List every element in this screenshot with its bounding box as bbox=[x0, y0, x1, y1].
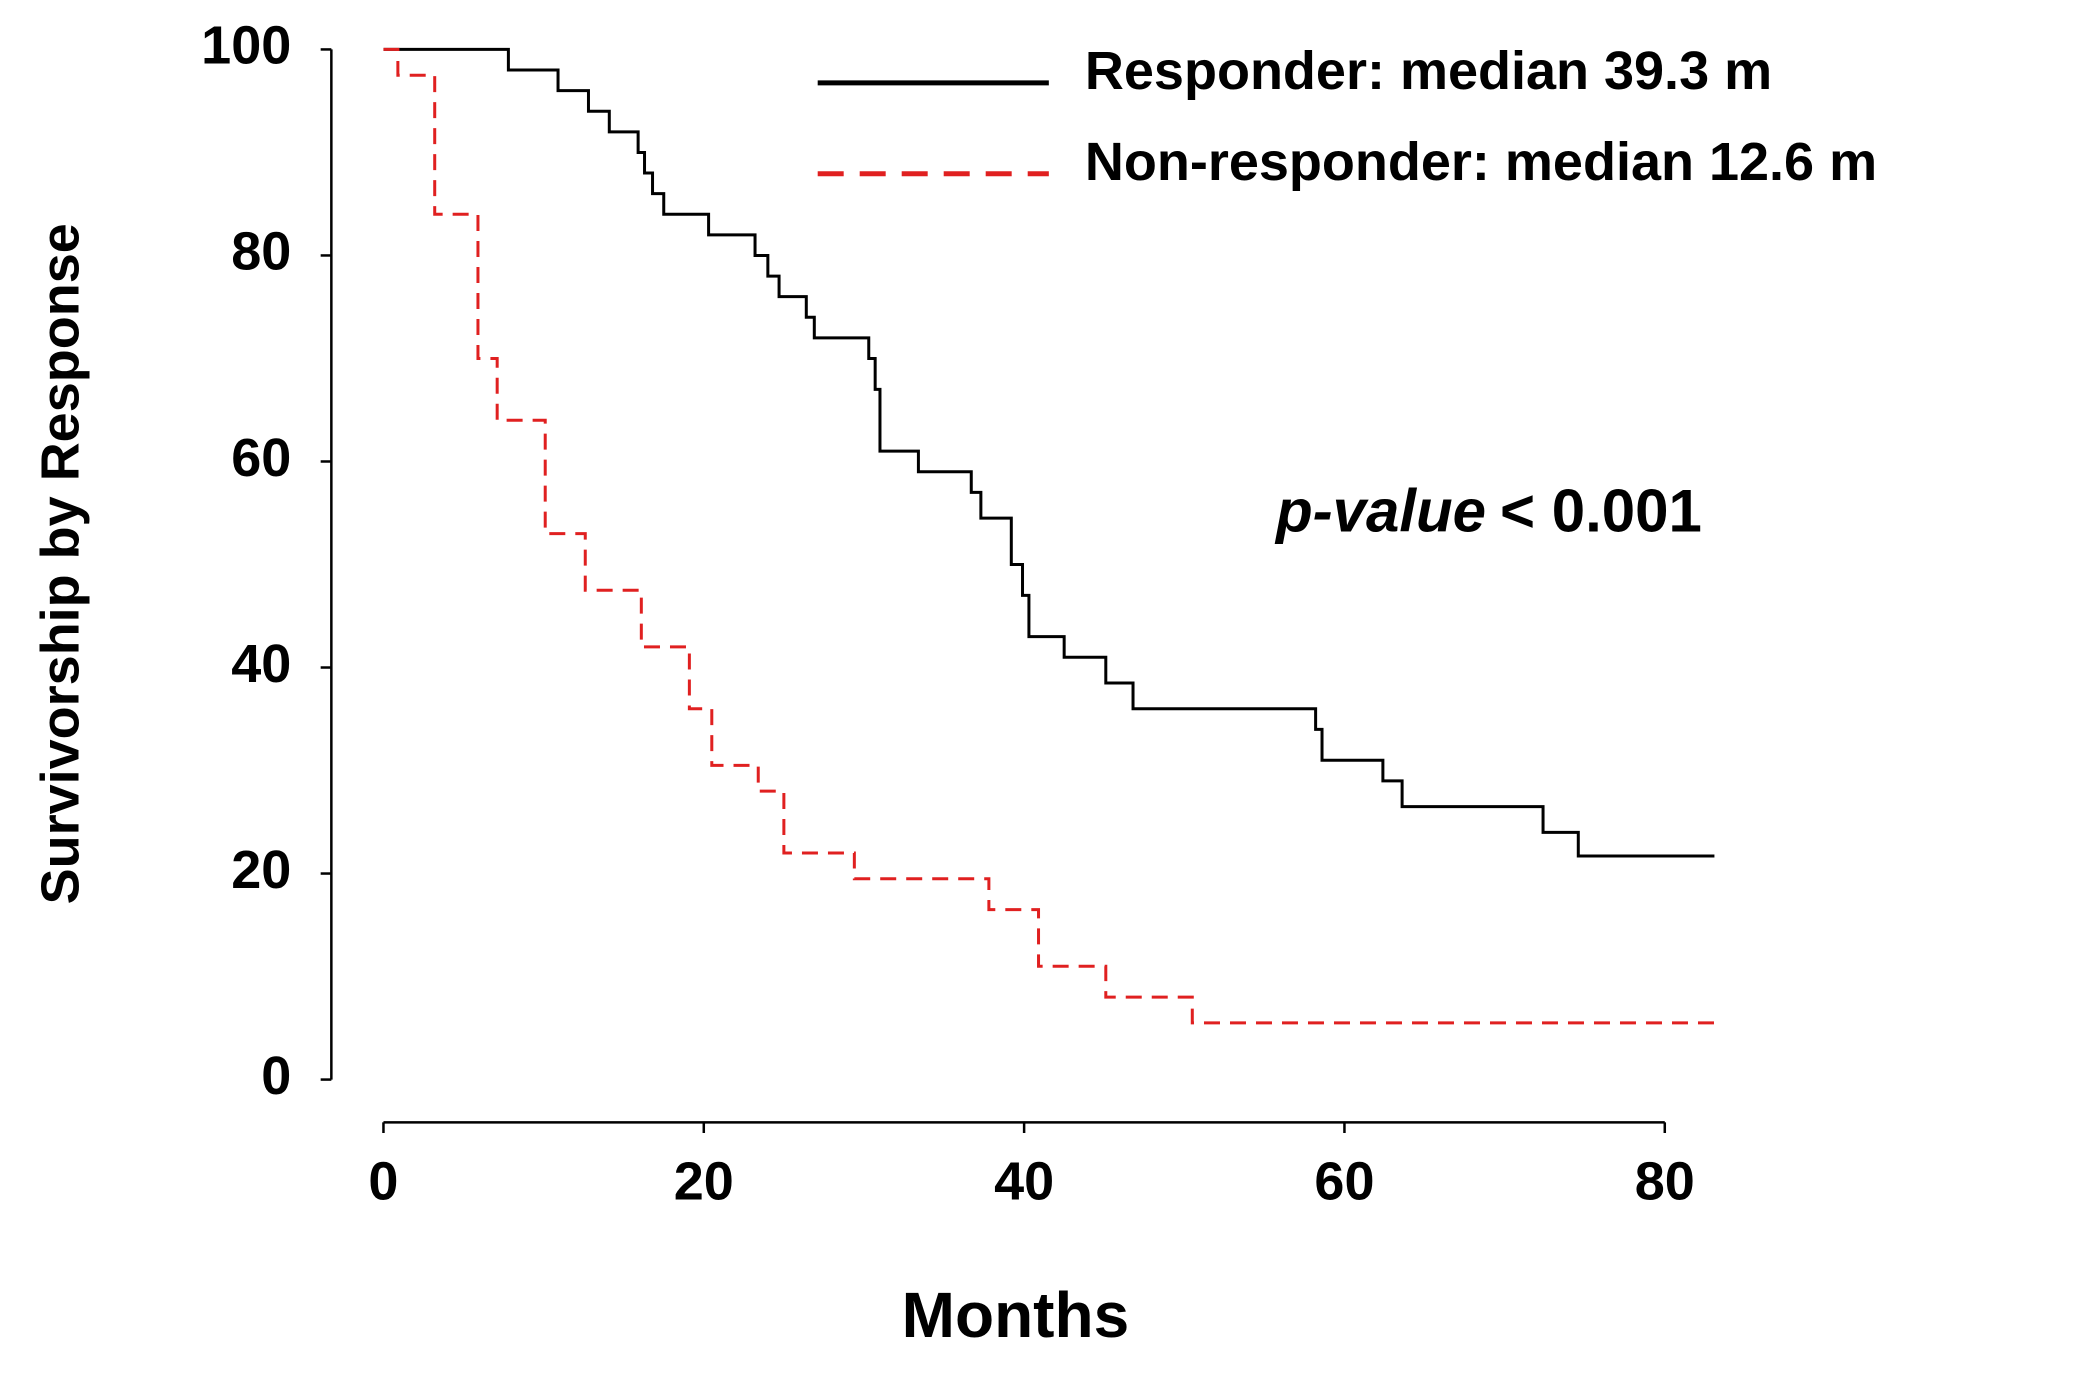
annotation-text: < 0.001 bbox=[1500, 478, 1702, 545]
y-tick-label: 40 bbox=[231, 634, 291, 694]
x-tick-label: 60 bbox=[1314, 1151, 1374, 1211]
x-tick-label: 40 bbox=[994, 1151, 1054, 1211]
y-tick-label: 80 bbox=[231, 222, 291, 282]
y-tick-label: 0 bbox=[261, 1046, 291, 1106]
x-axis-label: Months bbox=[902, 1279, 1130, 1351]
x-tick-label: 0 bbox=[368, 1151, 398, 1211]
y-tick-label: 100 bbox=[201, 16, 291, 76]
legend-label: Non-responder: median 12.6 m bbox=[1085, 132, 1877, 192]
x-tick-label: 80 bbox=[1635, 1151, 1695, 1211]
legend-label: Responder: median 39.3 m bbox=[1085, 41, 1772, 101]
y-tick-label: 60 bbox=[231, 428, 291, 488]
x-tick-label: 20 bbox=[674, 1151, 734, 1211]
annotation-italic: p-value bbox=[1274, 478, 1486, 545]
y-axis-label: Survivorship by Response bbox=[30, 223, 90, 904]
annotation: p-value < 0.001 bbox=[1274, 478, 1702, 545]
survival-curve bbox=[383, 47, 1715, 858]
y-tick-label: 20 bbox=[231, 840, 291, 900]
survival-curve bbox=[383, 47, 1718, 1025]
